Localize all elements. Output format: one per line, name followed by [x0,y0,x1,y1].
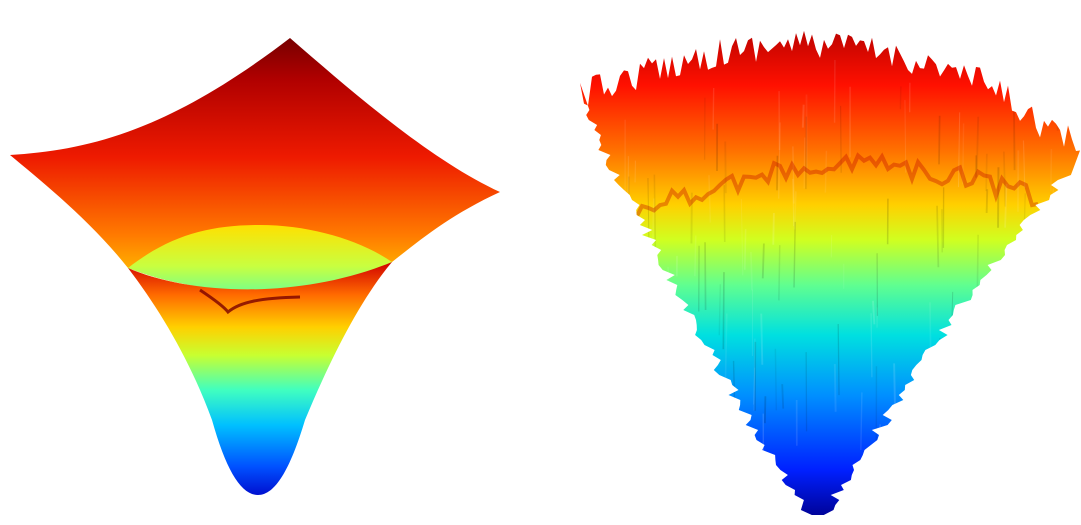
surface-streak [860,392,863,451]
surface-streak [708,175,712,223]
surface-streak [793,221,796,288]
surface-streak [655,278,658,302]
surface-streak [651,338,654,362]
rugged-surface-panel [580,30,1080,516]
surface-streak [753,367,756,405]
surface-streak [603,403,607,473]
rugged-surface-body [580,30,1080,516]
surface-streak [1003,151,1007,207]
surface-streak [704,242,707,310]
surface-streak [753,338,756,411]
surface-streak [1041,245,1045,268]
surface-streak [904,99,907,173]
surface-streak [792,178,795,227]
surface-streak [1048,215,1052,265]
surface-streak [975,116,980,171]
rugged-surface-ridge [623,152,1039,229]
surface-streak [939,337,942,383]
surface-streak [665,395,668,451]
surface-streak [833,364,837,412]
surface-streak [750,252,753,291]
surface-streak [985,153,988,192]
surface-streak [604,353,607,409]
surface-streak [690,384,693,464]
surface-streak [938,115,941,165]
surface-streak [1012,96,1016,171]
surface-streak [602,284,606,348]
surface-streak [610,280,614,352]
surface-streak [1009,334,1013,370]
surface-streak [701,421,704,452]
surface-streak [615,346,618,408]
surface-streak [840,105,842,173]
surface-streak [942,421,946,497]
surface-streak [957,112,961,188]
surface-streak [907,417,911,471]
surface-streak [1004,184,1008,228]
surface-streak [761,243,765,279]
surface-streak [1034,297,1038,362]
surface-streak [774,348,778,411]
surface-streak [936,205,940,268]
surface-streak [870,313,873,378]
surface-streak [991,409,995,485]
surface-streak [606,193,611,260]
smooth-surface-inner-floor [128,225,392,292]
surface-streak [1022,140,1026,189]
smooth-surface-funnel [128,262,392,495]
surface-streak [722,272,725,350]
surface-streak [674,318,677,382]
smooth-surface-upper-sheet [10,38,500,292]
surface-streak [1050,149,1053,192]
surface-streak [640,404,644,458]
surface-streak [718,284,722,336]
surface-streak [653,174,657,254]
surface-streak [712,88,715,130]
surface-streak [837,324,840,396]
surface-streak [651,198,655,254]
surface-streak [661,276,665,331]
surface-streak [962,123,965,185]
surface-streak [1031,413,1034,435]
surface-streak [899,86,902,110]
surface-streak [976,234,979,289]
surface-streak [772,212,775,245]
surface-streak [607,206,611,283]
surface-streak [929,302,932,373]
surface-streak [723,185,726,242]
surface-streak [1039,355,1042,428]
surface-streak [872,300,876,325]
smooth-surface-panel [10,38,500,495]
smooth-surface-rim-crease [199,288,301,315]
surface-streak [1031,420,1034,474]
surface-streak [1025,303,1029,326]
surface-streak [793,191,797,230]
surface-streak [635,345,639,391]
surface-streak [792,146,795,204]
surface-streak [744,229,747,270]
surface-streak [801,104,805,128]
surface-streak [824,150,828,193]
surface-streak [667,266,670,328]
surface-streak [1003,309,1006,362]
surface-streak [724,141,727,194]
surface-streak [677,433,681,470]
surface-streak [694,235,697,277]
surface-streak [1039,324,1043,404]
surface-streak [609,428,613,502]
surface-streak [638,343,640,411]
surface-streak [778,245,781,301]
surface-streak [760,313,764,365]
surface-streak [1026,303,1031,338]
surface-streak [781,384,785,409]
surface-streak [1040,317,1043,384]
surface-streak [740,198,744,276]
surface-streak [803,137,806,189]
surface-streak [985,189,989,214]
surface-streak [778,122,781,199]
